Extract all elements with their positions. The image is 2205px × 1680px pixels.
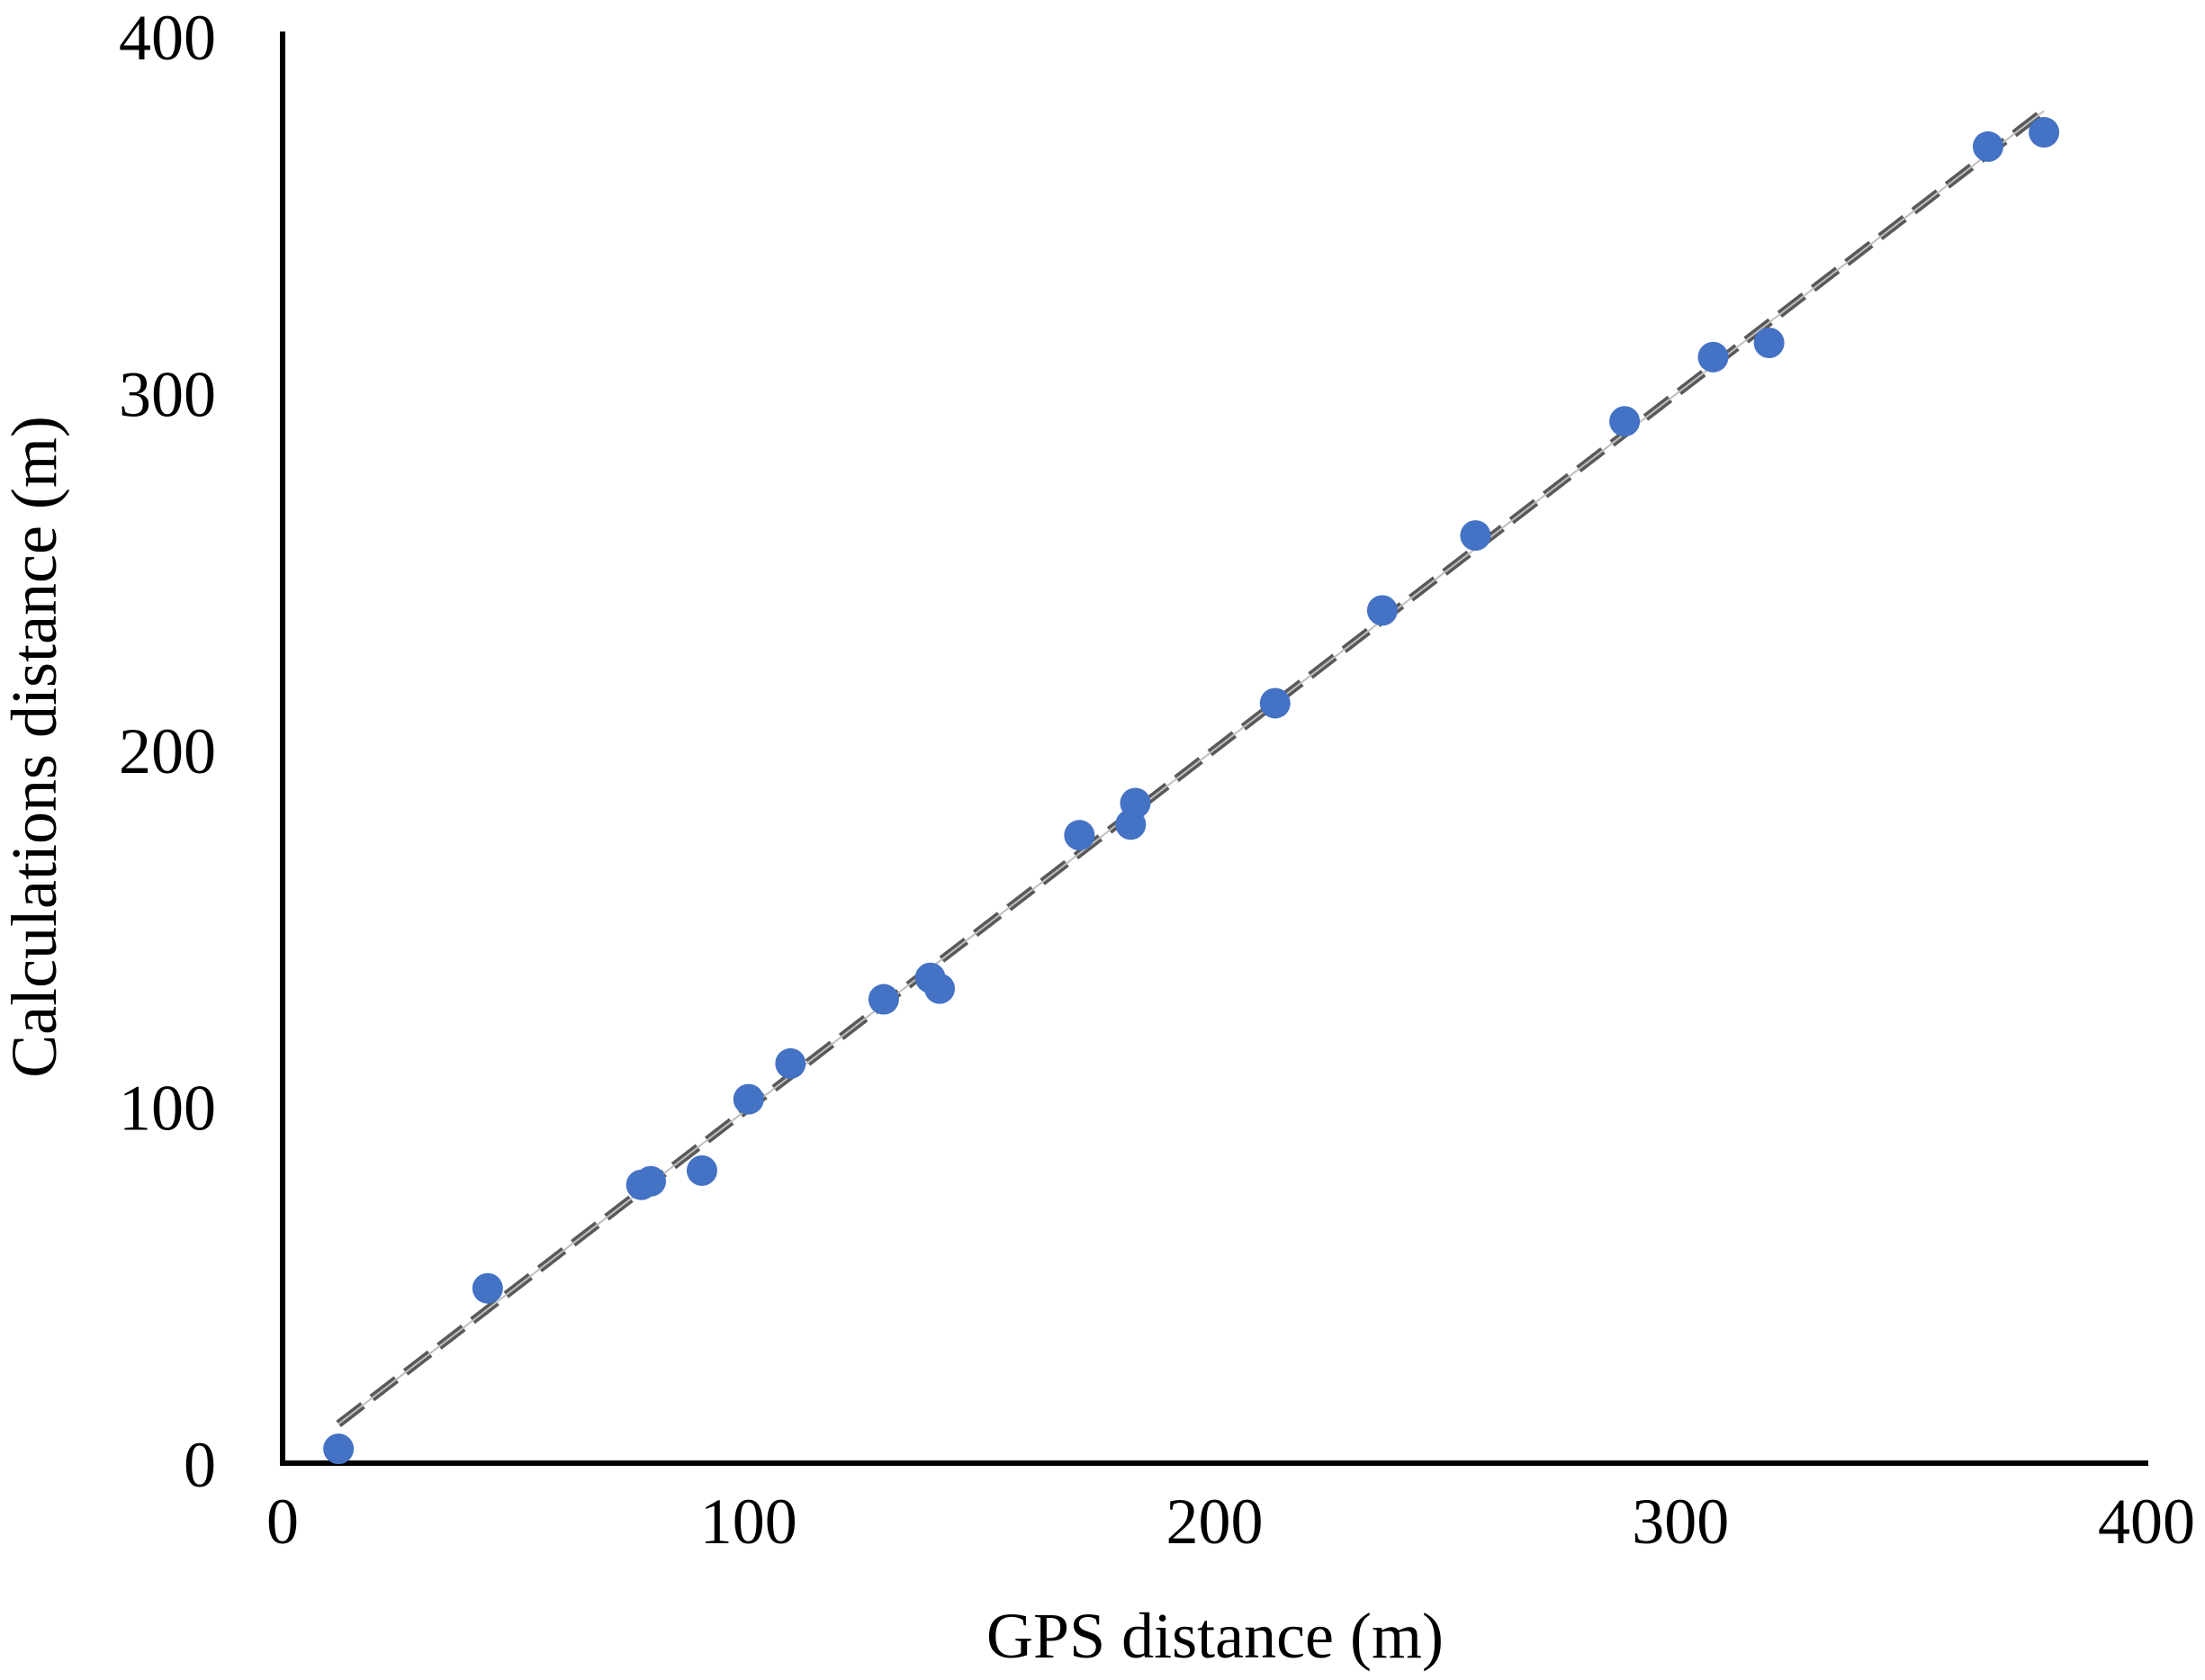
data-point xyxy=(1259,687,1291,719)
y-tick-label: 300 xyxy=(119,359,216,431)
x-tick-labels: 0 100 200 300 400 xyxy=(266,1486,2195,1558)
data-point xyxy=(868,984,899,1015)
y-tick-label: 400 xyxy=(119,2,216,74)
y-axis-title: Calculations distance (m) xyxy=(0,416,70,1078)
y-tick-label: 200 xyxy=(119,715,216,787)
axes xyxy=(280,31,2148,1466)
x-tick-label: 100 xyxy=(700,1486,797,1558)
data-point xyxy=(635,1165,667,1197)
trendline-layer xyxy=(336,107,2047,1427)
data-point xyxy=(472,1272,503,1304)
y-tick-labels: 0 100 200 300 400 xyxy=(119,2,216,1501)
data-point xyxy=(924,973,956,1004)
data-point xyxy=(1972,130,2003,162)
data-point xyxy=(775,1047,806,1079)
data-point xyxy=(733,1083,764,1115)
data-point xyxy=(1120,787,1151,819)
data-point xyxy=(1366,595,1398,626)
y-tick-label: 100 xyxy=(119,1073,216,1145)
data-point xyxy=(1609,406,1641,437)
x-tick-label: 200 xyxy=(1166,1486,1264,1558)
x-tick-label: 0 xyxy=(266,1486,299,1558)
data-point xyxy=(1697,341,1729,373)
x-axis-title: GPS distance (m) xyxy=(986,1600,1444,1672)
data-point xyxy=(686,1154,717,1186)
x-tick-label: 300 xyxy=(1632,1486,1729,1558)
data-points xyxy=(323,117,2060,1465)
x-tick-label: 400 xyxy=(2098,1486,2195,1558)
data-point xyxy=(1064,820,1095,851)
data-point xyxy=(1753,327,1785,358)
data-point xyxy=(1460,520,1491,552)
y-tick-label: 0 xyxy=(184,1429,216,1501)
data-point xyxy=(323,1433,355,1465)
trendline-core xyxy=(338,110,2045,1425)
data-point xyxy=(2029,117,2060,148)
